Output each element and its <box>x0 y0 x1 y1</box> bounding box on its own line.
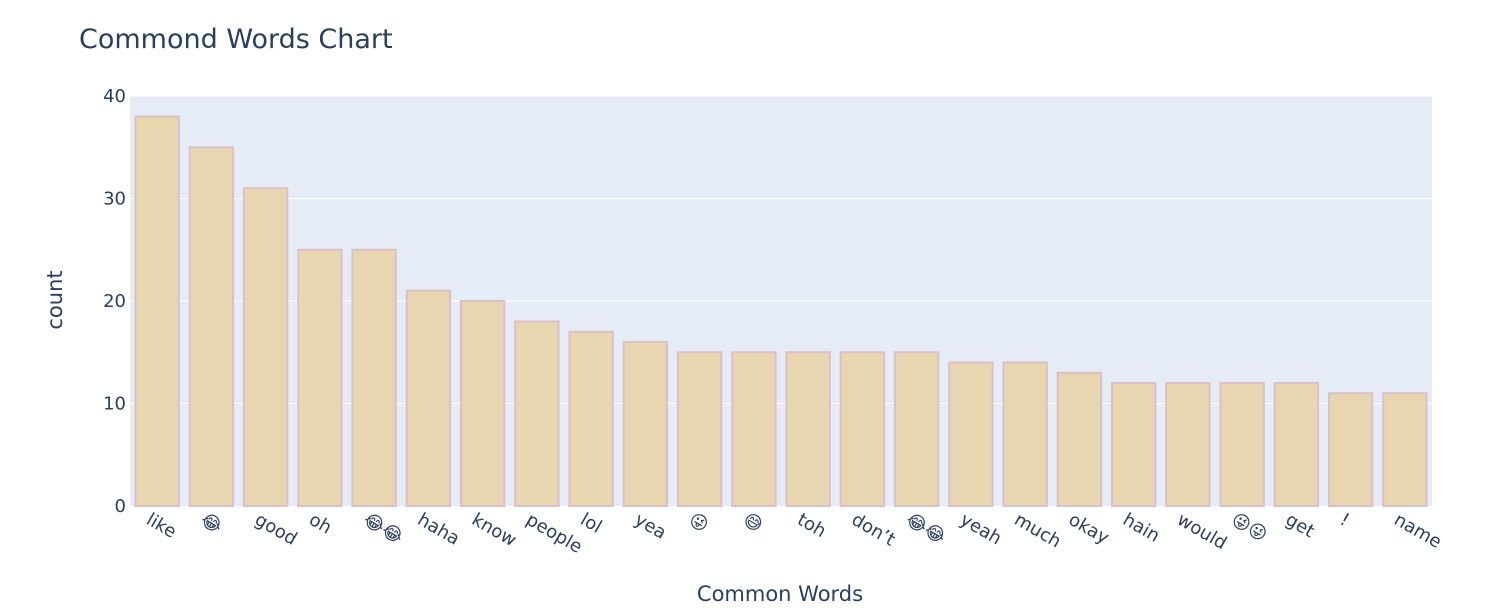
x-tick-label: hain <box>1119 509 1163 547</box>
x-tick-label: like <box>143 509 180 543</box>
x-tick-label: haha <box>414 509 463 550</box>
bar-17 <box>1056 371 1103 507</box>
x-tick-label: get <box>1282 509 1318 542</box>
bar-2 <box>242 187 289 507</box>
x-tick-label: yeah <box>956 509 1005 549</box>
x-tick-label: 😂 <box>197 509 226 538</box>
x-tick-label: toh <box>794 509 830 542</box>
x-tick-label: much <box>1011 509 1065 552</box>
y-tick-label: 0 <box>115 496 126 517</box>
chart-title: Commond Words Chart <box>79 24 393 55</box>
bar-23 <box>1382 392 1428 507</box>
bar-20 <box>1219 382 1265 507</box>
bar-6 <box>459 300 506 507</box>
x-tick-label: know <box>468 509 520 551</box>
bar-4 <box>351 248 397 507</box>
x-tick-label: people <box>522 509 585 558</box>
x-axis-title: Common Words <box>697 582 863 606</box>
bar-21 <box>1273 382 1320 507</box>
y-tick-label: 40 <box>103 86 126 107</box>
x-tick-label: 😅 <box>739 509 766 537</box>
bar-14 <box>893 351 940 507</box>
bar-1 <box>188 146 235 507</box>
x-tick-label: would <box>1173 509 1230 554</box>
y-axis-ticks: 0 10 20 30 40 <box>103 86 126 517</box>
bar-7 <box>514 320 560 507</box>
bar-16 <box>1002 361 1048 507</box>
bar-10 <box>676 351 723 507</box>
y-tick-label: 10 <box>103 394 126 415</box>
bar-9 <box>622 341 669 507</box>
x-tick-label: good <box>251 509 300 550</box>
bar-19 <box>1165 382 1211 507</box>
bar-5 <box>405 289 452 507</box>
x-tick-label: don’t <box>848 509 899 551</box>
bar-8 <box>568 330 614 507</box>
y-tick-label: 20 <box>103 291 126 312</box>
bar-3 <box>297 248 343 507</box>
x-tick-label: okay <box>1065 509 1113 549</box>
x-tick-label: ! <box>1336 509 1353 531</box>
x-tick-label: lol <box>577 509 606 538</box>
x-tick-label: 😜 <box>685 509 712 537</box>
y-tick-label: 30 <box>103 189 126 210</box>
bar-22 <box>1327 392 1374 507</box>
x-tick-label: name <box>1390 509 1445 553</box>
bar-18 <box>1110 382 1157 507</box>
x-tick-label: yea <box>631 509 670 544</box>
bar-15 <box>948 361 994 507</box>
bar-13 <box>839 351 886 507</box>
y-axis-title: count <box>43 270 67 329</box>
x-tick-label: 😂😂 <box>902 509 949 548</box>
x-tick-label: 😂😂 <box>360 509 407 548</box>
bar-12 <box>785 351 831 507</box>
bar-11 <box>731 351 777 507</box>
x-tick-label: oh <box>305 509 335 538</box>
bars <box>134 115 1428 507</box>
x-tick-label: 😜😜 <box>1228 509 1271 546</box>
grid-lines <box>130 95 1432 404</box>
bar-0 <box>134 115 180 507</box>
